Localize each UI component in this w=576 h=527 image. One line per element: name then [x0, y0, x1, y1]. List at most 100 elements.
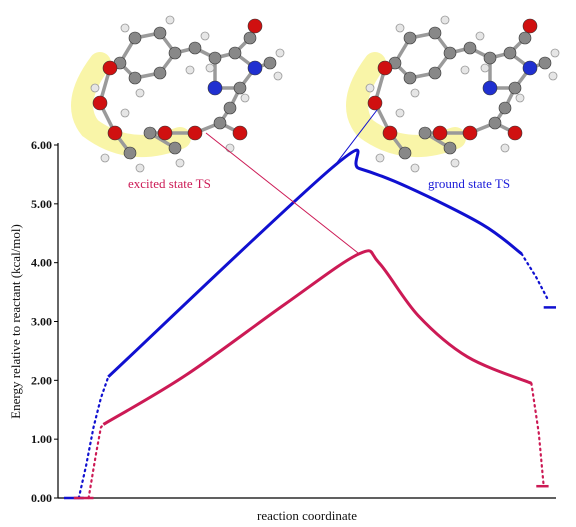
- atom: [443, 141, 457, 155]
- atom: [223, 101, 237, 115]
- atom: [377, 60, 393, 76]
- hbond-highlight: [71, 52, 191, 157]
- series-layer: [64, 148, 556, 500]
- atom: [102, 60, 118, 76]
- hydrogen-atom: [395, 23, 405, 33]
- atom: [428, 66, 442, 80]
- hydrogen-atom: [410, 88, 420, 98]
- y-tick-label: 6.00: [31, 138, 52, 152]
- y-tick-label: 4.00: [31, 256, 52, 270]
- series-entry-dotted: [87, 423, 105, 500]
- atom: [507, 125, 523, 141]
- y-tick-label: 5.00: [31, 197, 52, 211]
- hydrogen-atom: [548, 71, 558, 81]
- atom: [168, 141, 182, 155]
- connector-ground: [334, 109, 378, 166]
- atom: [488, 116, 502, 130]
- atom: [482, 80, 498, 96]
- atom: [187, 125, 203, 141]
- atom: [207, 80, 223, 96]
- atom: [428, 26, 442, 40]
- hydrogen-atom: [205, 63, 215, 73]
- series-excited-state: [73, 249, 549, 500]
- hydrogen-atom: [375, 153, 385, 163]
- y-axis-ticks: 0.00 1.00 2.00 3.00 4.00 5.00 6.00: [31, 138, 58, 505]
- hydrogen-atom: [500, 143, 510, 153]
- atom: [522, 60, 538, 76]
- series-main-line: [107, 148, 523, 378]
- hydrogen-atom: [200, 31, 210, 41]
- y-tick-label: 0.00: [31, 491, 52, 505]
- atom: [462, 125, 478, 141]
- atom: [382, 125, 398, 141]
- atom: [123, 146, 137, 160]
- atom: [508, 81, 522, 95]
- atom: [208, 51, 222, 65]
- molecule-structure-ground: [346, 15, 560, 173]
- hydrogen-atom: [120, 108, 130, 118]
- atom: [483, 51, 497, 65]
- atom: [403, 71, 417, 85]
- atom: [247, 18, 263, 34]
- series-exit-dotted: [530, 382, 545, 488]
- annotation-excited-state-ts: excited state TS: [128, 176, 211, 191]
- chart-axes: [57, 143, 556, 499]
- atom: [518, 31, 532, 45]
- atom: [128, 31, 142, 45]
- hydrogen-atom: [410, 163, 420, 173]
- hydrogen-atom: [165, 15, 175, 25]
- hydrogen-atom: [460, 65, 470, 75]
- atom: [232, 125, 248, 141]
- annotation-ground-state-ts: ground state TS: [428, 176, 510, 191]
- atom: [213, 116, 227, 130]
- atom: [418, 126, 432, 140]
- atom: [398, 146, 412, 160]
- hydrogen-atom: [135, 163, 145, 173]
- connector-excited: [205, 132, 360, 255]
- hydrogen-atom: [450, 158, 460, 168]
- atom: [463, 41, 477, 55]
- y-tick-label: 3.00: [31, 315, 52, 329]
- atom: [228, 46, 242, 60]
- x-axis-label: reaction coordinate: [257, 508, 357, 523]
- atom: [367, 95, 383, 111]
- atom: [432, 125, 448, 141]
- atom: [263, 56, 277, 70]
- atom: [92, 95, 108, 111]
- hbond-highlight: [346, 52, 466, 157]
- atom: [503, 46, 517, 60]
- hydrogen-atom: [185, 65, 195, 75]
- hydrogen-atom: [100, 153, 110, 163]
- hydrogen-atom: [240, 93, 250, 103]
- hydrogen-atom: [440, 15, 450, 25]
- series-ground-state: [64, 148, 556, 500]
- atom: [107, 125, 123, 141]
- atom: [498, 101, 512, 115]
- atom: [153, 66, 167, 80]
- hydrogen-atom: [515, 93, 525, 103]
- series-entry-dotted: [77, 375, 110, 500]
- atom: [247, 60, 263, 76]
- hydrogen-atom: [480, 63, 490, 73]
- molecule-structure-excited: [71, 15, 285, 173]
- atom: [538, 56, 552, 70]
- hydrogen-atom: [273, 71, 283, 81]
- atom: [128, 71, 142, 85]
- hydrogen-atom: [550, 48, 560, 58]
- series-main-line: [102, 249, 532, 426]
- atom: [522, 18, 538, 34]
- hydrogen-atom: [120, 23, 130, 33]
- atom: [157, 125, 173, 141]
- atom: [233, 81, 247, 95]
- atom: [153, 26, 167, 40]
- atom: [243, 31, 257, 45]
- hydrogen-atom: [175, 158, 185, 168]
- hydrogen-atom: [395, 108, 405, 118]
- atom: [168, 46, 182, 60]
- hydrogen-atom: [275, 48, 285, 58]
- y-axis-label: Energy relative to reactant (kcal/mol): [8, 224, 23, 419]
- atom: [443, 46, 457, 60]
- series-exit-dotted: [520, 252, 550, 302]
- y-tick-label: 2.00: [31, 373, 52, 387]
- hydrogen-atom: [365, 83, 375, 93]
